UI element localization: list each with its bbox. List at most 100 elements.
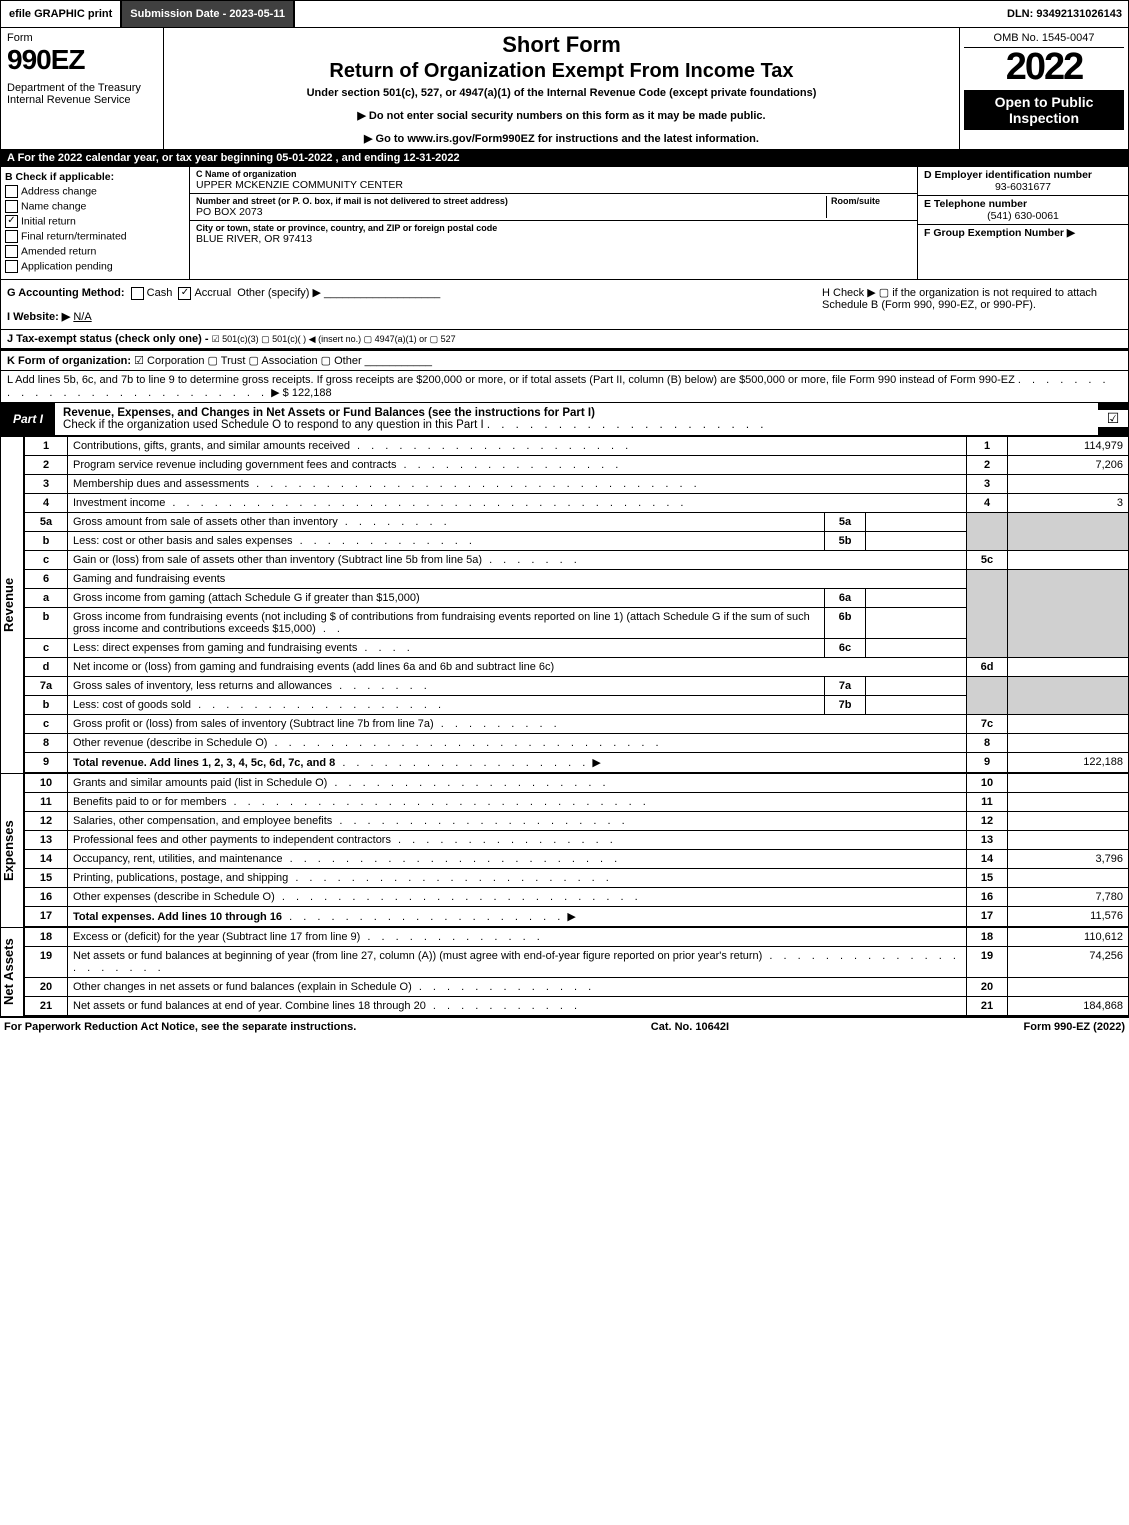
page-footer: For Paperwork Reduction Act Notice, see … xyxy=(0,1016,1129,1036)
line-20: 20 Other changes in net assets or fund b… xyxy=(25,977,1129,996)
form-header: Form 990EZ Department of the Treasury In… xyxy=(0,28,1129,150)
submission-date: Submission Date - 2023-05-11 xyxy=(122,1,295,27)
short-form-label: Short Form xyxy=(174,32,949,58)
expenses-section: Expenses 10 Grants and similar amounts p… xyxy=(0,773,1129,927)
room-suite-label: Room/suite xyxy=(831,196,911,206)
line-7b: b Less: cost of goods sold . . . . . . .… xyxy=(25,695,1129,714)
line-13: 13 Professional fees and other payments … xyxy=(25,830,1129,849)
c-name-label: C Name of organization xyxy=(196,169,911,179)
l-text: L Add lines 5b, 6c, and 7b to line 9 to … xyxy=(7,374,1015,386)
expenses-table: 10 Grants and similar amounts paid (list… xyxy=(24,773,1129,927)
header-right: OMB No. 1545-0047 2022 Open to Public In… xyxy=(960,28,1128,149)
row-a-tax-year: A For the 2022 calendar year, or tax yea… xyxy=(0,150,1129,167)
net-assets-section: Net Assets 18 Excess or (deficit) for th… xyxy=(0,927,1129,1016)
c-addr-label: Number and street (or P. O. box, if mail… xyxy=(196,196,826,206)
row-j: J Tax-exempt status (check only one) - ☑… xyxy=(0,330,1129,349)
form-label: Form xyxy=(7,32,157,44)
dln: DLN: 93492131026143 xyxy=(1007,8,1128,20)
form-number: 990EZ xyxy=(7,44,157,76)
header-left: Form 990EZ Department of the Treasury In… xyxy=(1,28,164,149)
j-options[interactable]: ☑ 501(c)(3) ▢ 501(c)( ) ◀ (insert no.) ▢… xyxy=(212,334,456,344)
row-gh: G Accounting Method: Cash Accrual Other … xyxy=(0,280,1129,330)
line-9: 9 Total revenue. Add lines 1, 2, 3, 4, 5… xyxy=(25,752,1129,772)
col-c-org-info: C Name of organization UPPER MCKENZIE CO… xyxy=(190,167,917,279)
line-6a: a Gross income from gaming (attach Sched… xyxy=(25,588,1129,607)
ein: 93-6031677 xyxy=(924,181,1122,193)
f-group-label: F Group Exemption Number ▶ xyxy=(924,227,1122,239)
col-b-checkboxes: B Check if applicable: Address change Na… xyxy=(1,167,190,279)
phone: (541) 630-0061 xyxy=(924,210,1122,222)
line-10: 10 Grants and similar amounts paid (list… xyxy=(25,773,1129,792)
ssn-warning: ▶ Do not enter social security numbers o… xyxy=(174,109,949,122)
line-8: 8 Other revenue (describe in Schedule O)… xyxy=(25,733,1129,752)
col-def: D Employer identification number 93-6031… xyxy=(917,167,1128,279)
c-city-label: City or town, state or province, country… xyxy=(196,223,911,233)
section-bcdef: B Check if applicable: Address change Na… xyxy=(0,167,1129,280)
chk-amended-return[interactable]: Amended return xyxy=(5,245,185,258)
line-17: 17 Total expenses. Add lines 10 through … xyxy=(25,906,1129,926)
net-assets-label: Net Assets xyxy=(0,927,24,1016)
footer-catno: Cat. No. 10642I xyxy=(651,1021,729,1033)
footer-formid: Form 990-EZ (2022) xyxy=(1024,1021,1125,1033)
line-6b: b Gross income from fundraising events (… xyxy=(25,607,1129,638)
k-options[interactable]: ☑ Corporation ▢ Trust ▢ Association ▢ Ot… xyxy=(134,355,362,367)
line-7a: 7a Gross sales of inventory, less return… xyxy=(25,676,1129,695)
row-l: L Add lines 5b, 6c, and 7b to line 9 to … xyxy=(0,371,1129,403)
d-ein-label: D Employer identification number xyxy=(924,169,1122,181)
org-name: UPPER MCKENZIE COMMUNITY CENTER xyxy=(196,179,911,191)
line-18: 18 Excess or (deficit) for the year (Sub… xyxy=(25,927,1129,946)
revenue-section: Revenue 1 Contributions, gifts, grants, … xyxy=(0,436,1129,773)
line-11: 11 Benefits paid to or for members . . .… xyxy=(25,792,1129,811)
chk-final-return[interactable]: Final return/terminated xyxy=(5,230,185,243)
g-other[interactable]: Other (specify) ▶ xyxy=(237,287,321,299)
g-accrual[interactable]: Accrual xyxy=(194,287,231,299)
line-6d: d Net income or (loss) from gaming and f… xyxy=(25,657,1129,676)
line-4: 4 Investment income . . . . . . . . . . … xyxy=(25,493,1129,512)
top-bar: efile GRAPHIC print Submission Date - 20… xyxy=(0,0,1129,28)
line-21: 21 Net assets or fund balances at end of… xyxy=(25,996,1129,1015)
chk-initial-return[interactable]: Initial return xyxy=(5,215,185,228)
org-city-state-zip: BLUE RIVER, OR 97413 xyxy=(196,233,911,245)
e-phone-label: E Telephone number xyxy=(924,198,1122,210)
h-schedule-b: H Check ▶ ▢ if the organization is not r… xyxy=(822,286,1122,323)
irs-link[interactable]: ▶ Go to www.irs.gov/Form990EZ for instru… xyxy=(174,132,949,145)
j-label: J Tax-exempt status (check only one) - xyxy=(7,333,209,345)
g-cash[interactable]: Cash xyxy=(147,287,173,299)
chk-application-pending[interactable]: Application pending xyxy=(5,260,185,273)
chk-name-change[interactable]: Name change xyxy=(5,200,185,213)
line-14: 14 Occupancy, rent, utilities, and maint… xyxy=(25,849,1129,868)
schedule-o-checkbox[interactable]: ☑ xyxy=(1098,410,1128,427)
line-15: 15 Printing, publications, postage, and … xyxy=(25,868,1129,887)
form-title: Return of Organization Exempt From Incom… xyxy=(174,60,949,83)
line-6: 6 Gaming and fundraising events xyxy=(25,569,1129,588)
chk-address-change[interactable]: Address change xyxy=(5,185,185,198)
expenses-label: Expenses xyxy=(0,773,24,927)
part-i-subtitle: Check if the organization used Schedule … xyxy=(63,419,484,431)
revenue-table: 1 Contributions, gifts, grants, and simi… xyxy=(24,436,1129,773)
line-12: 12 Salaries, other compensation, and emp… xyxy=(25,811,1129,830)
public-inspection: Open to Public Inspection xyxy=(964,90,1124,130)
department: Department of the Treasury Internal Reve… xyxy=(7,82,157,106)
line-19: 19 Net assets or fund balances at beginn… xyxy=(25,946,1129,977)
line-2: 2 Program service revenue including gove… xyxy=(25,455,1129,474)
g-accounting: G Accounting Method: Cash Accrual Other … xyxy=(7,286,822,323)
row-k: K Form of organization: ☑ Corporation ▢ … xyxy=(0,349,1129,371)
line-3: 3 Membership dues and assessments . . . … xyxy=(25,474,1129,493)
efile-link[interactable]: efile GRAPHIC print xyxy=(1,1,122,27)
b-label: B Check if applicable: xyxy=(5,171,185,183)
line-6c: c Less: direct expenses from gaming and … xyxy=(25,638,1129,657)
line-1: 1 Contributions, gifts, grants, and simi… xyxy=(25,436,1129,455)
footer-paperwork: For Paperwork Reduction Act Notice, see … xyxy=(4,1021,356,1033)
part-i-tab: Part I xyxy=(1,408,55,430)
line-5b: b Less: cost or other basis and sales ex… xyxy=(25,531,1129,550)
l-amount: ▶ $ 122,188 xyxy=(271,387,331,399)
line-5c: c Gain or (loss) from sale of assets oth… xyxy=(25,550,1129,569)
part-i-title: Revenue, Expenses, and Changes in Net As… xyxy=(55,403,1098,435)
org-address: PO BOX 2073 xyxy=(196,206,826,218)
form-subtitle: Under section 501(c), 527, or 4947(a)(1)… xyxy=(174,87,949,99)
k-label: K Form of organization: xyxy=(7,355,131,367)
g-label: G Accounting Method: xyxy=(7,287,125,299)
line-5a: 5a Gross amount from sale of assets othe… xyxy=(25,512,1129,531)
line-7c: c Gross profit or (loss) from sales of i… xyxy=(25,714,1129,733)
i-website: N/A xyxy=(73,311,91,323)
